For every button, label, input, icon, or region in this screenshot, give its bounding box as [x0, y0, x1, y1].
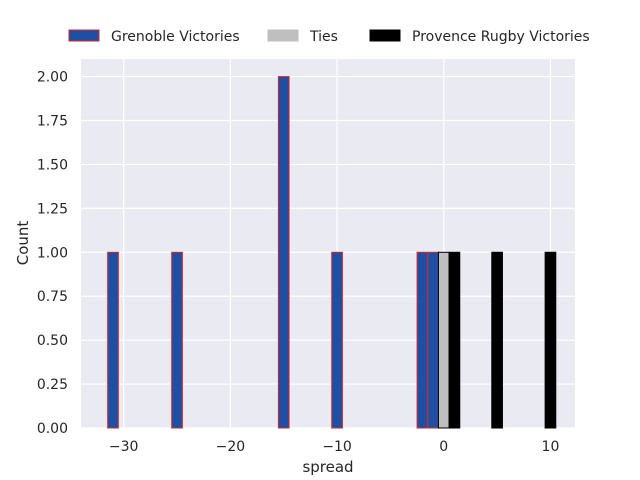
bar-grenoble-victories [427, 251, 439, 429]
bar-grenoble-victories [416, 251, 429, 429]
y-tick-label: 1.25 [37, 201, 68, 217]
x-axis-ticks: −30 −20 −10 0 10 [109, 439, 559, 455]
x-tick-label: −30 [109, 439, 139, 455]
y-axis-label: Count [14, 221, 32, 266]
bar-grenoble-victories [331, 251, 343, 429]
y-axis-ticks: 0.00 0.25 0.50 0.75 1.00 1.25 1.50 1.75 2.00 [37, 70, 68, 437]
y-tick-label: 0.25 [37, 377, 68, 393]
y-tick-label: 1.75 [37, 114, 68, 130]
legend: Grenoble Victories Ties Provence Rugby Vic… [68, 29, 590, 45]
bar-grenoble-victories [107, 251, 119, 429]
y-tick-label: 0.50 [37, 333, 68, 349]
bar-provence-rugby-victories [448, 251, 461, 429]
x-tick-label: −10 [322, 439, 352, 455]
legend-swatch [267, 29, 299, 42]
bar-provence-rugby-victories [491, 251, 503, 429]
bar-grenoble-victories [171, 251, 183, 429]
legend-label: Grenoble Victories [111, 29, 240, 45]
y-tick-label: 0.75 [37, 289, 68, 305]
x-tick-label: 10 [542, 439, 560, 455]
y-tick-label: 2.00 [37, 70, 68, 86]
bars-group [107, 76, 557, 429]
legend-label: Provence Rugby Victories [412, 29, 590, 45]
bar-grenoble-victories [277, 76, 290, 429]
legend-label: Ties [309, 29, 338, 45]
legend-swatch [369, 29, 401, 42]
y-tick-label: 0.00 [37, 421, 68, 437]
y-tick-label: 1.50 [37, 157, 68, 173]
y-tick-label: 1.00 [37, 245, 68, 261]
x-axis-label: spread [302, 458, 353, 476]
bar-ties [437, 251, 450, 429]
x-tick-label: 0 [439, 439, 448, 455]
legend-swatch [68, 29, 100, 42]
x-tick-label: −20 [216, 439, 246, 455]
bar-provence-rugby-victories [544, 251, 557, 429]
